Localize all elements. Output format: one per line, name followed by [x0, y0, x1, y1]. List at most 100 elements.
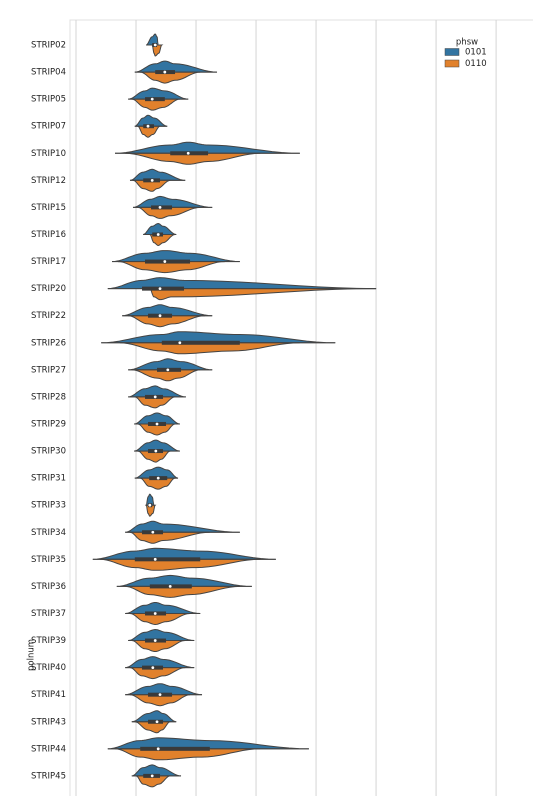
median-dot — [153, 612, 157, 615]
median-dot — [150, 178, 154, 182]
half-violin — [143, 222, 177, 235]
y-tick-label: STRIP43 — [31, 717, 66, 727]
median-dot — [153, 395, 157, 399]
half-violin — [131, 369, 201, 382]
y-tick-label: STRIP15 — [31, 203, 66, 213]
y-axis-label: polnum — [27, 639, 37, 671]
median-dot — [186, 151, 190, 155]
half-violin — [122, 304, 213, 317]
y-tick-label: STRIP39 — [31, 636, 66, 646]
half-violin — [117, 261, 225, 274]
y-tick-label: STRIP10 — [31, 149, 66, 159]
median-dot — [158, 314, 162, 318]
plot-frame — [69, 19, 533, 796]
half-violin — [129, 531, 210, 544]
half-violin — [107, 277, 377, 290]
box — [148, 719, 164, 724]
median-dot — [150, 774, 154, 778]
half-violin — [146, 33, 160, 46]
median-dot — [156, 476, 160, 480]
half-violin — [128, 87, 189, 100]
half-violin — [125, 152, 261, 165]
y-tick-label: STRIP02 — [31, 41, 66, 51]
half-violin — [125, 585, 240, 598]
box — [142, 286, 185, 291]
grid — [75, 20, 497, 796]
half-violin — [144, 493, 156, 506]
half-violin — [125, 683, 203, 696]
y-tick-label: STRIP33 — [31, 501, 66, 511]
half-violin — [128, 315, 206, 328]
median-dot — [158, 287, 162, 291]
half-violin — [134, 466, 179, 479]
half-violin — [149, 234, 176, 247]
y-tick-labels: STRIP02 STRIP04 STRIP05 STRIP07 STRIP10 STRIP… — [31, 41, 66, 782]
median-dot — [146, 124, 150, 128]
half-violin — [134, 396, 176, 409]
y-tick-label: STRIP26 — [31, 338, 66, 348]
half-violin — [137, 206, 201, 219]
median-dot — [166, 368, 170, 372]
y-tick-label: STRIP27 — [31, 365, 66, 375]
median-dot — [155, 720, 159, 724]
half-violin — [140, 71, 201, 84]
box — [134, 557, 201, 562]
y-tick-label: STRIP40 — [31, 663, 66, 673]
half-violin — [135, 775, 171, 788]
half-violin — [137, 125, 161, 138]
half-violin — [128, 385, 186, 398]
median-dot — [155, 422, 159, 426]
half-violin — [131, 764, 182, 777]
legend-swatch — [444, 48, 460, 56]
median-dot — [168, 585, 172, 588]
half-violin — [134, 439, 180, 452]
median-dot — [151, 530, 155, 534]
half-violin — [132, 179, 171, 192]
legend-title: phsw — [456, 38, 478, 48]
median-dot — [148, 503, 152, 507]
half-violin — [134, 60, 218, 73]
half-violin — [99, 558, 261, 571]
half-violin — [125, 602, 201, 614]
median-dot — [153, 43, 157, 47]
median-dot — [178, 341, 182, 345]
half-violin — [116, 574, 252, 587]
median-dot — [153, 557, 157, 561]
half-violin — [129, 168, 186, 181]
half-violin — [111, 250, 240, 263]
median-dot — [151, 666, 155, 670]
y-tick-label: STRIP16 — [31, 230, 66, 240]
y-tick-label: STRIP35 — [31, 555, 66, 565]
median-dot — [153, 639, 157, 642]
half-violin — [129, 613, 191, 626]
half-violin — [137, 450, 171, 463]
half-violin — [101, 331, 336, 344]
half-violin — [140, 477, 176, 490]
y-tick-label: STRIP29 — [31, 419, 66, 429]
y-tick-label: STRIP34 — [31, 528, 66, 538]
y-tick-label: STRIP17 — [31, 257, 66, 267]
half-violin — [131, 640, 186, 652]
half-violin — [137, 423, 176, 436]
median-dot — [158, 693, 162, 697]
half-violin — [128, 628, 195, 641]
half-violin — [119, 342, 300, 355]
y-tick-label: STRIP36 — [31, 582, 66, 592]
y-tick-label: STRIP45 — [31, 771, 66, 781]
half-violin — [92, 547, 276, 560]
half-violin — [114, 141, 300, 154]
half-violin — [149, 288, 377, 301]
y-tick-label: STRIP05 — [31, 95, 66, 105]
y-tick-label: STRIP44 — [31, 744, 66, 754]
legend-swatch — [444, 59, 460, 68]
y-tick-label: STRIP37 — [31, 609, 66, 619]
half-violin — [129, 694, 191, 707]
median-dot — [150, 97, 154, 101]
box — [151, 205, 173, 210]
half-violin — [132, 195, 213, 208]
legend-label: 0101 — [465, 48, 487, 58]
median-dot — [156, 233, 160, 236]
legend-label: 0110 — [465, 59, 487, 69]
